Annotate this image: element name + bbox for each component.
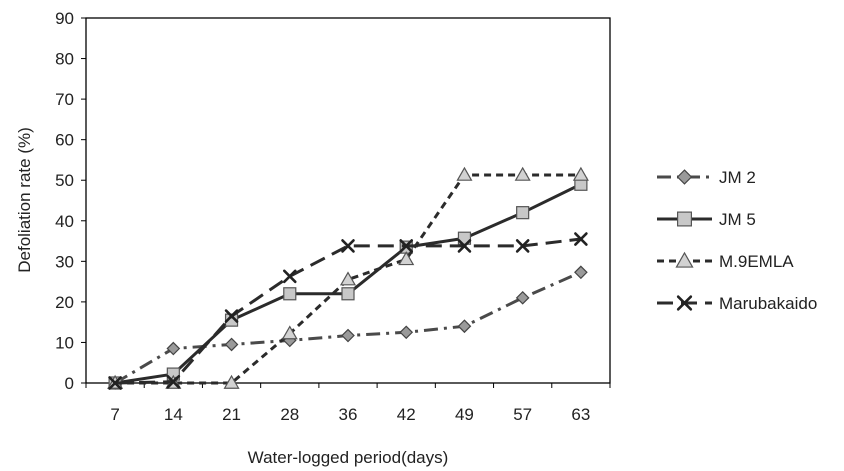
data-point-marker [108,376,122,390]
y-tick-label: 50 [55,171,74,190]
series-3 [108,232,588,390]
x-tick-label: 21 [222,405,241,424]
legend-swatch-marker [675,251,694,268]
legend-item: JM 5 [657,210,756,229]
x-axis-ticks: 7 14 21 28 36 42 49 57 63 [85,383,611,424]
x-tick-label: 14 [164,405,183,424]
data-point-marker [515,239,530,253]
legend: JM 2 JM 5 M.9EMLA Marubakaido [657,168,817,313]
x-tick-label: 49 [455,405,474,424]
series-line [115,173,581,385]
y-tick-label: 70 [55,90,74,109]
data-point-marker [398,251,415,266]
data-point-marker [341,239,355,253]
x-tick-label: 57 [513,405,532,424]
y-tick-label: 60 [55,131,74,150]
data-point-marker [341,328,355,343]
data-point-marker [341,287,355,301]
legend-item: M.9EMLA [657,251,794,271]
data-point-marker [283,287,297,301]
data-point-marker [399,325,414,340]
data-point-marker [457,239,472,253]
data-point-marker [282,269,297,284]
data-point-marker [457,319,472,334]
y-tick-label: 0 [65,374,74,393]
legend-item: JM 2 [657,168,756,187]
data-point-marker [224,309,239,323]
legend-swatch-marker [676,169,693,185]
data-point-marker [515,290,530,305]
data-point-marker [574,265,588,280]
data-point-marker [281,325,298,340]
data-point-marker [166,341,181,356]
x-tick-label: 28 [280,405,299,424]
y-axis-label: Defoliation rate (%) [15,127,34,273]
y-tick-label: 20 [55,293,74,312]
y-tick-label: 40 [55,212,74,231]
legend-swatch-marker [676,295,693,311]
data-point-marker [223,374,240,389]
y-axis-ticks: 0 10 20 30 40 50 60 70 80 90 [55,9,86,393]
y-tick-label: 10 [55,333,74,352]
legend-item: Marubakaido [657,294,817,313]
data-point-marker [572,166,589,181]
data-point-marker [224,337,239,352]
series-2 [107,166,589,389]
data-point-marker [339,271,357,286]
plot-area-frame [85,17,611,384]
legend-swatch-marker [676,211,692,227]
x-tick-label: 63 [571,405,590,424]
x-tick-label: 36 [339,405,358,424]
y-tick-label: 30 [55,252,74,271]
series-line [115,237,582,385]
data-point-marker [514,166,531,181]
legend-label: M.9EMLA [719,252,794,271]
y-tick-label: 80 [55,50,74,69]
legend-label: JM 2 [719,168,756,187]
x-tick-label: 7 [110,405,119,424]
data-point-marker [516,206,530,220]
legend-label: Marubakaido [719,294,817,313]
x-tick-label: 42 [397,405,416,424]
y-tick-label: 90 [55,9,74,28]
data-point-marker [399,239,414,253]
legend-label: JM 5 [719,210,756,229]
x-axis-label: Water-logged period(days) [248,448,449,467]
data-point-marker [166,374,181,389]
data-point-marker [456,166,473,181]
data-point-marker [224,313,239,327]
data-point-marker [574,232,588,246]
series-layer [107,166,589,390]
